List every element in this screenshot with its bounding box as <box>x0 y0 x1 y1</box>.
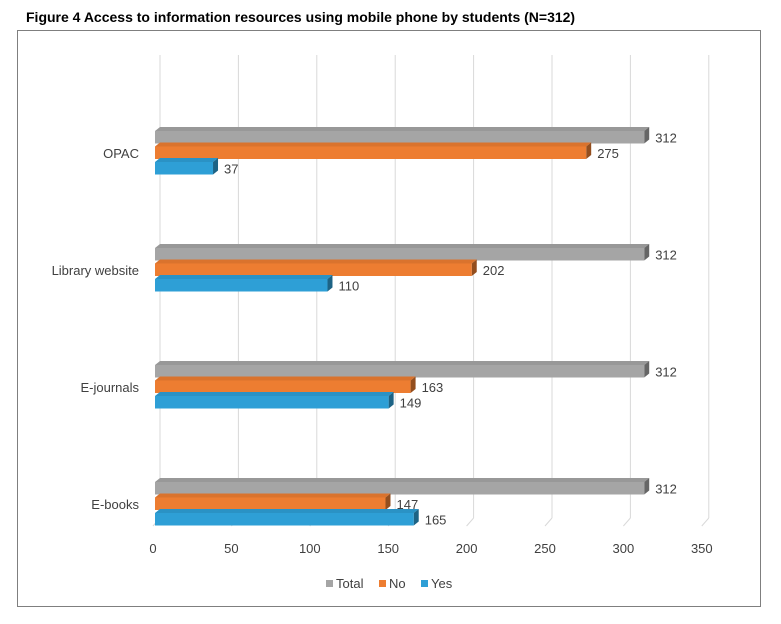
bars <box>155 127 650 526</box>
bar-no <box>155 259 477 276</box>
category-label: Library website <box>52 263 139 278</box>
bar-yes <box>155 509 419 526</box>
data-label: 163 <box>422 380 444 395</box>
legend-label: No <box>389 576 406 591</box>
legend-swatch <box>326 580 333 587</box>
x-tick-label: 200 <box>456 541 478 556</box>
bar-yes <box>155 275 333 292</box>
x-tick-label: 250 <box>534 541 556 556</box>
data-label: 202 <box>483 263 505 278</box>
gridline-floor <box>623 517 631 527</box>
data-label: 149 <box>400 396 422 411</box>
bar-yes <box>155 158 219 175</box>
legend-item-no: No <box>379 576 406 591</box>
bar-no <box>155 376 416 393</box>
data-label: 165 <box>425 513 447 528</box>
legend-item-total: Total <box>326 576 364 591</box>
figure-title: Figure 4 Access to information resources… <box>26 9 576 25</box>
data-label: 147 <box>396 497 418 512</box>
x-tick-label: 300 <box>613 541 635 556</box>
x-tick-label: 350 <box>691 541 713 556</box>
gridline-floor <box>466 517 474 527</box>
bar-total <box>155 478 650 495</box>
data-label: 312 <box>655 482 677 497</box>
bar-total <box>155 361 650 378</box>
x-tick-label: 0 <box>149 541 156 556</box>
category-label: OPAC <box>103 146 139 161</box>
legend-label: Total <box>336 576 364 591</box>
data-label: 275 <box>597 146 619 161</box>
bar-total <box>155 244 650 261</box>
bar-yes <box>155 392 394 409</box>
category-labels: OPAC Library website E-journals E-books <box>52 146 140 512</box>
data-label: 110 <box>338 279 359 294</box>
legend-item-yes: Yes <box>421 576 453 591</box>
data-label: 312 <box>655 248 677 263</box>
bar-no <box>155 493 391 510</box>
data-label: 312 <box>655 365 677 380</box>
gridline-floor <box>701 517 710 527</box>
bar-total <box>155 127 650 144</box>
bar-no <box>155 142 592 159</box>
x-tick-label: 100 <box>299 541 321 556</box>
category-label: E-books <box>91 497 139 512</box>
data-label: 37 <box>224 162 238 177</box>
x-tick-label: 150 <box>377 541 399 556</box>
legend-swatch <box>421 580 428 587</box>
data-label: 312 <box>655 131 677 146</box>
gridline-floor <box>544 517 553 527</box>
category-label: E-journals <box>80 380 139 395</box>
legend-label: Yes <box>431 576 453 591</box>
legend-swatch <box>379 580 386 587</box>
legend: Total No Yes <box>326 576 453 591</box>
x-tick-labels: 0 50 100 150 200 250 300 350 <box>149 541 712 556</box>
x-tick-label: 50 <box>224 541 238 556</box>
